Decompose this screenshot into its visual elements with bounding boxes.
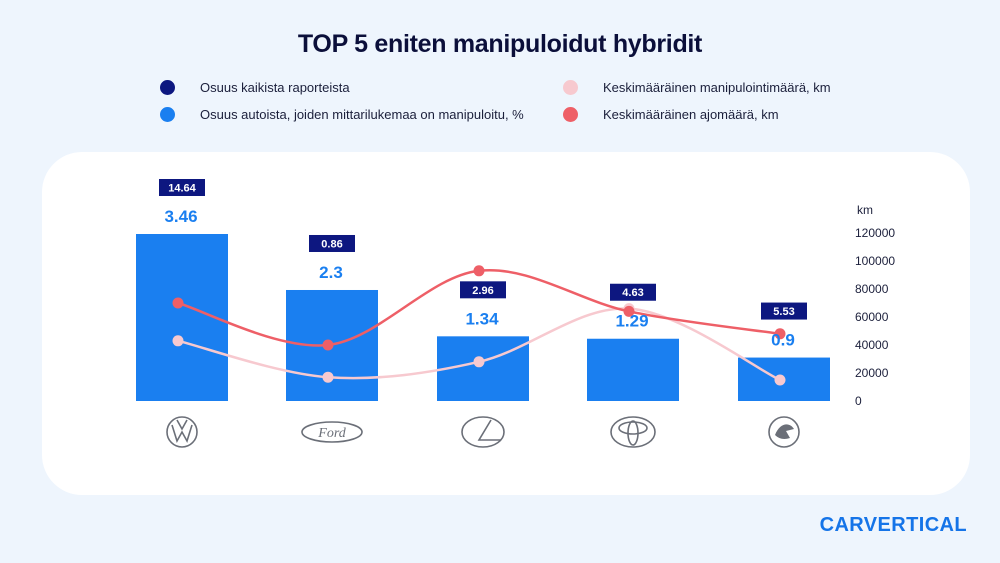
legend-item-manipulated-share: Osuus autoista, joiden mittarilukemaa on… <box>160 107 524 122</box>
legend-label: Osuus kaikista raporteista <box>200 80 350 95</box>
legend-item-avg-manipulation: Keskimääräinen manipulointimäärä, km <box>563 80 831 95</box>
y2-tick-label: 40000 <box>855 338 889 352</box>
bar-value-label: 1.34 <box>465 309 499 328</box>
bar-value-label: 1.29 <box>615 312 648 331</box>
mileage-point <box>774 328 786 340</box>
y2-tick-label: 20000 <box>855 366 889 380</box>
report-share-badge <box>309 234 355 252</box>
bar-value-label: 2.3 <box>319 263 343 282</box>
volkswagen-logo-icon <box>166 416 198 448</box>
report-share-badge <box>159 179 205 196</box>
y2-axis-unit: km <box>857 203 873 217</box>
ford-logo-icon: Ford <box>301 421 363 443</box>
manipulation-point <box>473 356 485 368</box>
legend-item-share-of-reports: Osuus kaikista raporteista <box>160 80 350 95</box>
mileage-point <box>172 297 184 309</box>
bar-value-label: 0.9 <box>771 331 795 350</box>
legend-swatch <box>563 107 578 122</box>
legend-label: Keskimääräinen ajomäärä, km <box>603 107 779 122</box>
report-share-badge <box>761 302 807 320</box>
report-share-label: 4.63 <box>622 287 643 299</box>
y2-tick-label: 120000 <box>855 226 895 240</box>
y2-tick-label: 100000 <box>855 254 895 268</box>
report-share-label: 14.64 <box>168 183 196 195</box>
report-share-label: 5.53 <box>773 306 794 318</box>
manipulation-point <box>322 371 334 383</box>
svg-text:Ford: Ford <box>317 426 346 441</box>
lexus-logo-icon <box>461 416 505 448</box>
legend-item-avg-mileage: Keskimääräinen ajomäärä, km <box>563 107 779 122</box>
mileage-point <box>623 305 635 317</box>
manipulation-point <box>172 335 184 347</box>
report-share-badge <box>610 283 656 301</box>
carvertical-logo: CARVERTICAL <box>819 514 967 536</box>
mileage-point <box>473 265 485 277</box>
chart-title: TOP 5 eniten manipuloidut hybridit <box>297 30 703 58</box>
y2-tick-label: 80000 <box>855 282 889 296</box>
report-share-label: 2.96 <box>472 285 493 297</box>
legend-swatch <box>160 107 175 122</box>
legend-swatch <box>160 80 175 95</box>
bar-value-label: 3.46 <box>164 207 197 226</box>
manipulation-point <box>774 374 786 386</box>
y2-tick-label: 60000 <box>855 310 889 324</box>
y2-tick-label: 0 <box>855 394 862 408</box>
bar <box>587 338 679 401</box>
skoda-logo-icon <box>768 416 800 448</box>
legend-label: Osuus autoista, joiden mittarilukemaa on… <box>200 107 524 122</box>
report-share-badge <box>460 281 506 299</box>
legend-label: Keskimääräinen manipulointimäärä, km <box>603 80 831 95</box>
legend-swatch <box>563 80 578 95</box>
report-share-label: 0.86 <box>321 238 342 250</box>
toyota-logo-icon <box>610 416 656 448</box>
mileage-point <box>322 339 334 351</box>
